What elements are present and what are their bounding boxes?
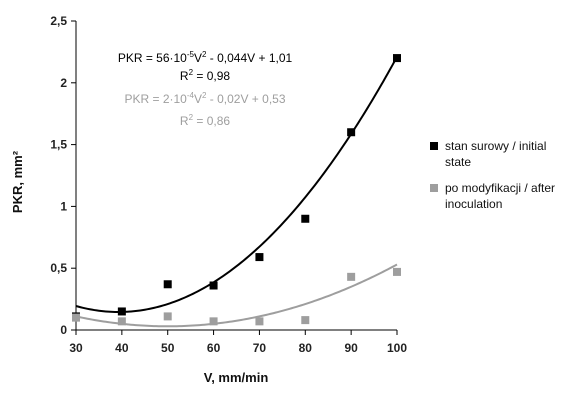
equations: PKR = 56·10-5V2 - 0,044V + 1,01 R2 = 0,98… bbox=[118, 50, 293, 128]
trend-line-1 bbox=[75, 56, 398, 313]
x-tick-label: 100 bbox=[387, 341, 407, 355]
y-tick-label: 0,5 bbox=[50, 261, 67, 275]
y-tick-label: 2 bbox=[60, 76, 67, 90]
y-tick-label: 0 bbox=[60, 323, 67, 337]
x-tick-label: 50 bbox=[161, 341, 175, 355]
data-point-series-1 bbox=[117, 307, 126, 316]
legend-label-2: po modyfikacji / after bbox=[445, 181, 555, 195]
r-squared-2: R2 = 0,86 bbox=[180, 113, 230, 128]
data-point-series-1 bbox=[255, 253, 264, 262]
x-tick-label: 40 bbox=[115, 341, 129, 355]
data-point-series-2 bbox=[72, 313, 80, 322]
data-points bbox=[72, 54, 401, 326]
r-squared-1: R2 = 0,98 bbox=[180, 68, 230, 83]
legend-label-1: state bbox=[445, 155, 471, 169]
legend-label-1: stan surowy / initial bbox=[445, 139, 546, 153]
data-point-series-2 bbox=[209, 317, 218, 326]
legend-marker-1 bbox=[430, 142, 438, 150]
data-point-series-2 bbox=[301, 316, 310, 325]
trend-equation-2: PKR = 2·10-4V2 - 0,02V + 0,53 bbox=[124, 91, 285, 106]
axes: 0 0,5 1 1,5 2 2,5 30 40 50 60 70 80 90 100 bbox=[50, 14, 407, 355]
data-point-series-2 bbox=[163, 312, 172, 321]
x-axis-title: V, mm/min bbox=[204, 370, 269, 385]
legend-label-2: inoculation bbox=[445, 197, 502, 211]
data-point-series-2 bbox=[393, 267, 401, 276]
data-point-series-1 bbox=[393, 54, 401, 63]
trend-lines bbox=[75, 56, 398, 328]
y-tick-label: 1,5 bbox=[50, 138, 67, 152]
data-point-series-1 bbox=[163, 280, 172, 289]
x-tick-label: 90 bbox=[344, 341, 358, 355]
trend-line-2 bbox=[75, 263, 398, 328]
x-tick-label: 30 bbox=[69, 341, 83, 355]
x-tick-label: 60 bbox=[207, 341, 221, 355]
data-point-series-2 bbox=[117, 317, 126, 326]
x-tick-label: 70 bbox=[253, 341, 267, 355]
y-tick-label: 1 bbox=[60, 199, 67, 213]
data-point-series-2 bbox=[255, 317, 264, 326]
x-tick-label: 80 bbox=[299, 341, 313, 355]
data-point-series-1 bbox=[209, 281, 218, 290]
legend: stan surowy / initial state po modyfikacji… bbox=[430, 139, 555, 211]
y-axis-title: PKR, mm² bbox=[10, 150, 25, 213]
trend-equation-1: PKR = 56·10-5V2 - 0,044V + 1,01 bbox=[118, 50, 293, 65]
data-point-series-1 bbox=[347, 128, 356, 137]
y-tick-label: 2,5 bbox=[50, 14, 67, 28]
data-point-series-2 bbox=[347, 272, 356, 281]
data-point-series-1 bbox=[301, 214, 310, 223]
legend-marker-2 bbox=[430, 184, 438, 192]
